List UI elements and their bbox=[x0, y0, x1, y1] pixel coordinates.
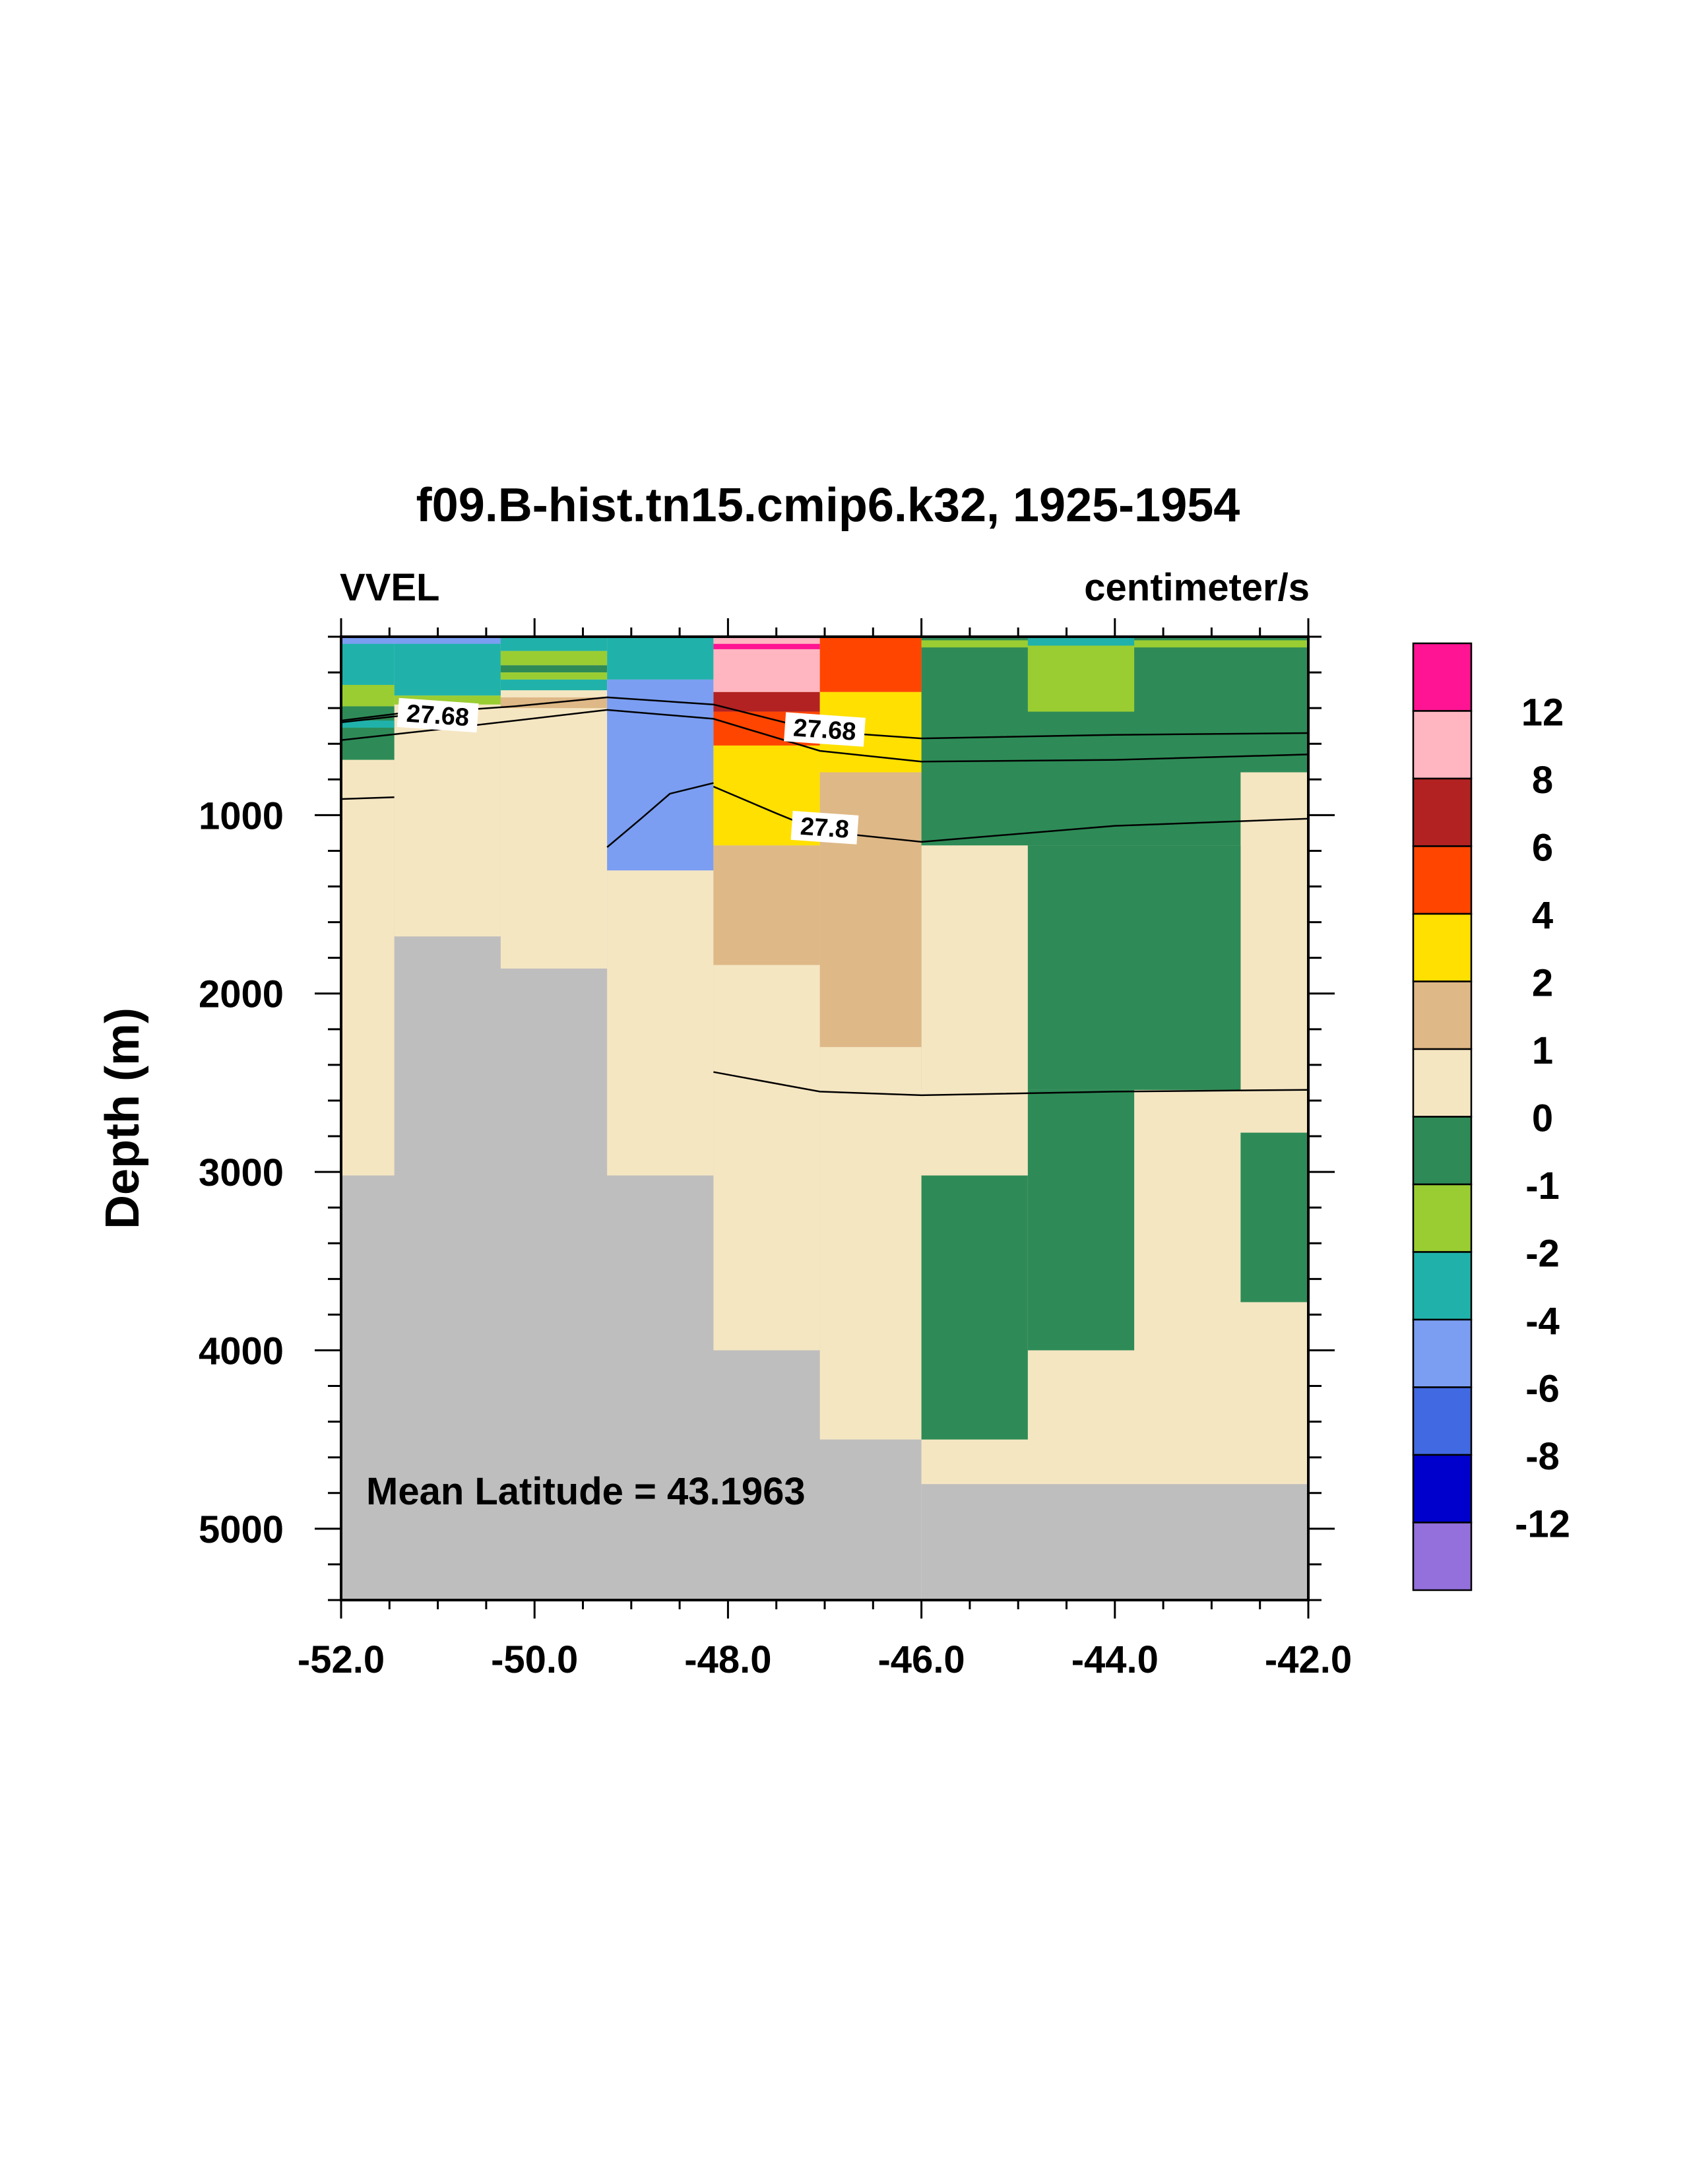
heatmap-cell-17 bbox=[500, 651, 608, 666]
y-tick-label: 2000 bbox=[199, 973, 284, 1016]
colorbar-box-2 bbox=[1412, 777, 1473, 847]
heatmap-cell-36 bbox=[1027, 645, 1135, 712]
colorbar-box-9 bbox=[1412, 1251, 1473, 1321]
y-tick-label: 1000 bbox=[199, 794, 284, 837]
heatmap-cell-38 bbox=[1240, 772, 1308, 1090]
colorbar-label: -4 bbox=[1525, 1300, 1560, 1343]
heatmap-cell-19 bbox=[500, 672, 608, 680]
x-tick-label: -50.0 bbox=[491, 1638, 578, 1681]
heatmap-cell-32 bbox=[819, 772, 922, 1047]
colorbar-label: 6 bbox=[1532, 827, 1553, 870]
heatmap-cell-40 bbox=[921, 845, 1028, 1176]
colorbar-label: 2 bbox=[1532, 962, 1553, 1005]
colorbar-label: 4 bbox=[1532, 894, 1553, 937]
mean-latitude-annotation: Mean Latitude = 43.1963 bbox=[366, 1470, 806, 1513]
colorbar-box-4 bbox=[1412, 913, 1473, 982]
heatmap-cell-15 bbox=[341, 721, 395, 728]
colorbar-label: 8 bbox=[1532, 759, 1553, 802]
y-axis: 1000 2000 3000 4000 5000 bbox=[199, 635, 1335, 1601]
contour-line-2 bbox=[340, 713, 400, 722]
contour-line-4 bbox=[340, 796, 395, 800]
colorbar-label: 1 bbox=[1532, 1029, 1553, 1072]
colorbar-label: -1 bbox=[1525, 1165, 1560, 1207]
y-tick-label: 5000 bbox=[199, 1508, 284, 1551]
y-tick-label: 4000 bbox=[199, 1330, 284, 1372]
contour-labels: 27.68 27.68 27.8 bbox=[397, 697, 866, 845]
colorbar-label: -12 bbox=[1515, 1503, 1570, 1546]
contour-line-3 bbox=[713, 785, 1309, 843]
left-string: VVEL bbox=[340, 566, 440, 609]
contour-label-3: 27.8 bbox=[800, 813, 850, 844]
right-string: centimeter/s bbox=[1084, 566, 1310, 609]
x-tick-label: -44.0 bbox=[1071, 1638, 1159, 1681]
colorbar-label: -8 bbox=[1525, 1435, 1560, 1478]
heatmap-cell-13 bbox=[341, 685, 395, 707]
x-tick-label: -48.0 bbox=[684, 1638, 771, 1681]
heatmap-cell-30 bbox=[819, 637, 922, 692]
x-tick-label: -46.0 bbox=[877, 1638, 965, 1681]
heatmap-cell-23 bbox=[607, 679, 714, 871]
colorbar-box-3 bbox=[1412, 845, 1473, 915]
heatmap-cell-35 bbox=[1027, 637, 1135, 646]
heatmap-cell-10 bbox=[394, 637, 501, 696]
chart-title: f09.B-hist.tn15.cmip6.k32, 1925-1954 bbox=[416, 479, 1240, 532]
colorbar-box-1 bbox=[1412, 710, 1473, 780]
colorbar-label: 12 bbox=[1521, 691, 1564, 734]
heatmap-cell-41 bbox=[1027, 1089, 1135, 1351]
heatmap-cell-43 bbox=[1240, 1132, 1308, 1302]
contour-label-0: 27.68 bbox=[792, 714, 857, 746]
contour-label-2: 27.68 bbox=[406, 700, 470, 732]
colorbar-box-10 bbox=[1412, 1318, 1473, 1388]
colorbar-box-8 bbox=[1412, 1183, 1473, 1253]
colorbar-box-5 bbox=[1412, 980, 1473, 1050]
heatmap-cell-20 bbox=[500, 679, 608, 691]
colorbar-box-11 bbox=[1412, 1386, 1473, 1456]
contour-line-6 bbox=[713, 1071, 1309, 1097]
heatmap-cell-22 bbox=[607, 637, 714, 680]
heatmap-cell-16 bbox=[500, 637, 608, 651]
contour-label-box-3 bbox=[790, 810, 859, 845]
y-axis-label: Depth (m) bbox=[96, 1008, 149, 1229]
x-tick-label: -42.0 bbox=[1265, 1638, 1352, 1681]
heatmap-cell-39 bbox=[1027, 845, 1241, 1090]
heatmap-cell-29 bbox=[713, 845, 820, 965]
colorbar-box-13 bbox=[1412, 1522, 1473, 1591]
contour-label-box-0 bbox=[784, 712, 866, 747]
heatmap-cell-25 bbox=[713, 643, 820, 649]
colorbar-box-6 bbox=[1412, 1048, 1473, 1118]
colorbar-box-12 bbox=[1412, 1454, 1473, 1524]
heatmap-cell-12 bbox=[341, 637, 501, 644]
colorbar-box-7 bbox=[1412, 1116, 1473, 1186]
colorbar: 12 8 6 4 2 1 0 -1 -2 -4 -6 -8 -12 bbox=[1412, 642, 1570, 1591]
heatmap-cell-42 bbox=[921, 1175, 1028, 1440]
x-axis: -52.0 -50.0 -48.0 -46.0 -44.0 -42.0 bbox=[298, 618, 1352, 1681]
colorbar-label: -2 bbox=[1525, 1233, 1560, 1275]
y-tick-label: 3000 bbox=[199, 1151, 284, 1194]
colorbar-label: 0 bbox=[1532, 1097, 1553, 1140]
contour-line-5 bbox=[606, 782, 714, 848]
heatmap-cells bbox=[341, 637, 1308, 1600]
colorbar-label: -6 bbox=[1525, 1368, 1560, 1411]
colorbar-box-0 bbox=[1412, 642, 1473, 712]
heatmap-cell-18 bbox=[500, 665, 608, 673]
heatmap-cell-9 bbox=[341, 637, 395, 685]
contour-label-box-2 bbox=[397, 697, 479, 733]
heatmap-cell-4 bbox=[500, 637, 608, 969]
x-tick-label: -52.0 bbox=[298, 1638, 385, 1681]
